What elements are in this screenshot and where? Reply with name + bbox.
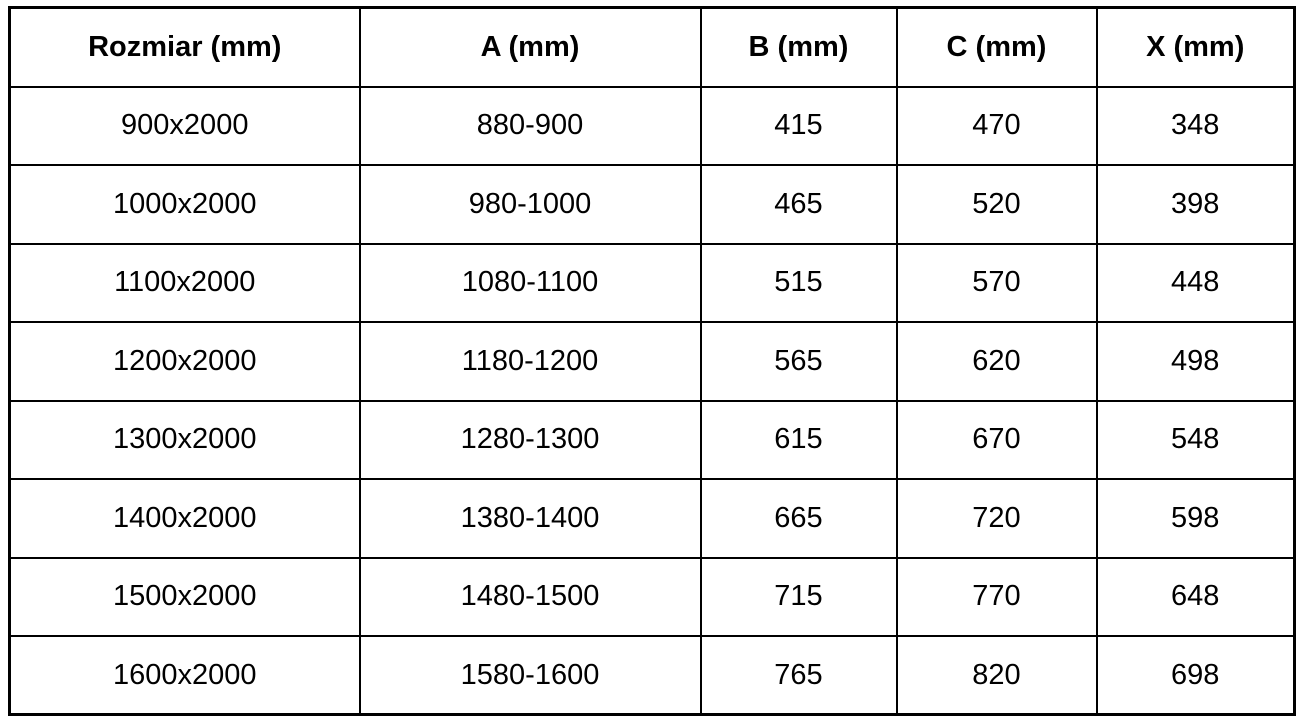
table-row: 1200x2000 1180-1200 565 620 498 <box>8 321 1296 402</box>
table-row: 1300x2000 1280-1300 615 670 548 <box>8 399 1296 480</box>
table-cell: 1300x2000 <box>8 399 361 480</box>
table-cell: 1080-1100 <box>358 242 702 323</box>
table-cell: 1100x2000 <box>8 242 361 323</box>
table-cell: 698 <box>1095 635 1296 716</box>
table-cell: 880-900 <box>358 85 702 166</box>
table-row: 1100x2000 1080-1100 515 570 448 <box>8 242 1296 323</box>
table-cell: 565 <box>699 321 898 402</box>
table-cell: 1380-1400 <box>358 478 702 559</box>
table-cell: 570 <box>895 242 1098 323</box>
table-cell: 770 <box>895 556 1098 637</box>
table-cell: 615 <box>699 399 898 480</box>
table-cell: 548 <box>1095 399 1296 480</box>
table-row: 900x2000 880-900 415 470 348 <box>8 85 1296 166</box>
table-cell: 520 <box>895 164 1098 245</box>
table-cell: 598 <box>1095 478 1296 559</box>
table-body: 900x2000 880-900 415 470 348 1000x2000 980-100… <box>8 85 1296 716</box>
table-cell: 515 <box>699 242 898 323</box>
table-cell: 820 <box>895 635 1098 716</box>
table-row: 1500x2000 1480-1500 715 770 648 <box>8 556 1296 637</box>
table-cell: 448 <box>1095 242 1296 323</box>
table-cell: 1180-1200 <box>358 321 702 402</box>
table-cell: 620 <box>895 321 1098 402</box>
header-row: Rozmiar (mm) A (mm) B (mm) C (mm) X (mm) <box>8 6 1296 88</box>
table-cell: 765 <box>699 635 898 716</box>
table-cell: 1200x2000 <box>8 321 361 402</box>
table-cell: 415 <box>699 85 898 166</box>
table-cell: 715 <box>699 556 898 637</box>
table-row: 1000x2000 980-1000 465 520 398 <box>8 164 1296 245</box>
table-cell: 1000x2000 <box>8 164 361 245</box>
table-cell: 720 <box>895 478 1098 559</box>
table-cell: 665 <box>699 478 898 559</box>
table-row: 1400x2000 1380-1400 665 720 598 <box>8 478 1296 559</box>
table-cell: 465 <box>699 164 898 245</box>
column-header: X (mm) <box>1095 6 1296 88</box>
table-cell: 670 <box>895 399 1098 480</box>
table-cell: 980-1000 <box>358 164 702 245</box>
table-cell: 348 <box>1095 85 1296 166</box>
table-cell: 1600x2000 <box>8 635 361 716</box>
table-cell: 398 <box>1095 164 1296 245</box>
table-cell: 900x2000 <box>8 85 361 166</box>
table-cell: 498 <box>1095 321 1296 402</box>
column-header: Rozmiar (mm) <box>8 6 361 88</box>
table-cell: 1400x2000 <box>8 478 361 559</box>
table-row: 1600x2000 1580-1600 765 820 698 <box>8 635 1296 716</box>
table-cell: 470 <box>895 85 1098 166</box>
column-header: C (mm) <box>895 6 1098 88</box>
table-cell: 1280-1300 <box>358 399 702 480</box>
column-header: B (mm) <box>699 6 898 88</box>
table-cell: 1500x2000 <box>8 556 361 637</box>
table-cell: 1580-1600 <box>358 635 702 716</box>
size-table: Rozmiar (mm) A (mm) B (mm) C (mm) X (mm) 900… <box>8 6 1296 716</box>
column-header: A (mm) <box>358 6 702 88</box>
table-head: Rozmiar (mm) A (mm) B (mm) C (mm) X (mm) <box>8 6 1296 88</box>
table-cell: 648 <box>1095 556 1296 637</box>
table-cell: 1480-1500 <box>358 556 702 637</box>
